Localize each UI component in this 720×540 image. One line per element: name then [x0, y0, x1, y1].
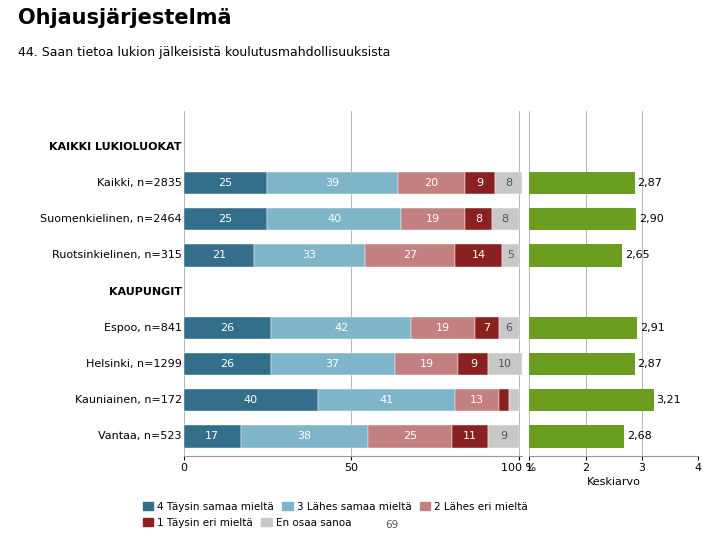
Text: KAIKKI LUKIOLUOKAT: KAIKKI LUKIOLUOKAT	[50, 142, 182, 152]
Text: 6: 6	[505, 323, 512, 333]
Text: 11: 11	[463, 431, 477, 441]
Bar	[267, 208, 401, 231]
Text: 8: 8	[475, 214, 482, 224]
Bar	[184, 208, 267, 231]
Text: Ohjausjärjestelmä: Ohjausjärjestelmä	[18, 8, 232, 28]
Text: 8: 8	[502, 214, 509, 224]
Text: 2,91: 2,91	[640, 323, 665, 333]
Bar	[459, 353, 488, 375]
Text: Vantaa, n=523: Vantaa, n=523	[99, 431, 182, 441]
Text: 8: 8	[505, 178, 512, 188]
Bar	[455, 389, 498, 411]
Bar	[498, 316, 518, 339]
Bar	[488, 425, 518, 448]
Bar	[529, 425, 624, 448]
Bar	[364, 244, 455, 267]
Bar	[271, 316, 411, 339]
Bar	[495, 172, 522, 194]
Text: 42: 42	[334, 323, 348, 333]
Bar	[411, 316, 475, 339]
Text: 20: 20	[425, 178, 438, 188]
Bar	[271, 353, 395, 375]
Bar	[508, 389, 518, 411]
Bar	[240, 425, 368, 448]
Text: 37: 37	[325, 359, 340, 369]
Text: 26: 26	[220, 323, 234, 333]
Bar	[492, 208, 518, 231]
Bar	[529, 244, 622, 267]
Bar	[184, 389, 318, 411]
Text: 40: 40	[243, 395, 258, 405]
Bar	[455, 244, 502, 267]
Text: 13: 13	[469, 395, 484, 405]
Bar	[318, 389, 455, 411]
Text: 14: 14	[472, 251, 485, 260]
Text: 44. Saan tietoa lukion jälkeisistä koulutusmahdollisuuksista: 44. Saan tietoa lukion jälkeisistä koulu…	[18, 46, 390, 59]
Text: 27: 27	[402, 251, 417, 260]
Bar	[451, 425, 488, 448]
Text: Espoo, n=841: Espoo, n=841	[104, 323, 182, 333]
Text: 7: 7	[483, 323, 490, 333]
X-axis label: Keskiarvo: Keskiarvo	[587, 477, 641, 488]
Text: 2,87: 2,87	[637, 359, 662, 369]
Text: 21: 21	[212, 251, 226, 260]
Bar	[184, 172, 267, 194]
Text: Kauniainen, n=172: Kauniainen, n=172	[75, 395, 182, 405]
Bar	[254, 244, 364, 267]
Bar	[465, 208, 492, 231]
Text: 2,90: 2,90	[639, 214, 664, 224]
Bar	[395, 353, 459, 375]
Text: 5: 5	[507, 251, 514, 260]
Bar	[267, 172, 398, 194]
Bar	[529, 316, 637, 339]
Text: 3,21: 3,21	[657, 395, 681, 405]
Text: 39: 39	[325, 178, 340, 188]
Bar	[398, 172, 465, 194]
Text: 19: 19	[426, 214, 440, 224]
Bar	[529, 389, 654, 411]
Text: Ruotsinkielinen, n=315: Ruotsinkielinen, n=315	[52, 251, 182, 260]
Text: 9: 9	[470, 359, 477, 369]
Bar	[498, 389, 508, 411]
Text: 10: 10	[498, 359, 512, 369]
Bar	[401, 208, 465, 231]
Text: Suomenkielinen, n=2464: Suomenkielinen, n=2464	[40, 214, 182, 224]
Bar	[368, 425, 451, 448]
Bar	[529, 353, 634, 375]
Text: 40: 40	[328, 214, 341, 224]
Text: 38: 38	[297, 431, 311, 441]
Text: 69: 69	[385, 520, 398, 530]
Bar	[475, 316, 498, 339]
Text: 25: 25	[402, 431, 417, 441]
Bar	[465, 172, 495, 194]
Text: 9: 9	[500, 431, 507, 441]
Text: 9: 9	[477, 178, 484, 188]
Bar	[184, 316, 271, 339]
Text: 2,87: 2,87	[637, 178, 662, 188]
Bar	[184, 244, 254, 267]
Bar	[184, 425, 240, 448]
Legend: 4 Täysin samaa mieltä, 3 Lähes samaa mieltä, 2 Lähes eri mieltä: 4 Täysin samaa mieltä, 3 Lähes samaa mie…	[138, 497, 532, 516]
Bar	[502, 244, 518, 267]
Text: 33: 33	[302, 251, 316, 260]
Text: 17: 17	[205, 431, 219, 441]
Text: 2,65: 2,65	[625, 251, 649, 260]
Text: Helsinki, n=1299: Helsinki, n=1299	[86, 359, 182, 369]
Bar	[184, 353, 271, 375]
Text: 19: 19	[436, 323, 450, 333]
Text: 25: 25	[218, 214, 233, 224]
Bar	[488, 353, 522, 375]
Text: KAUPUNGIT: KAUPUNGIT	[109, 287, 182, 296]
Text: 26: 26	[220, 359, 234, 369]
Text: 2,68: 2,68	[627, 431, 652, 441]
Bar	[529, 208, 636, 231]
Text: 25: 25	[218, 178, 233, 188]
Text: 19: 19	[420, 359, 433, 369]
Bar	[529, 172, 634, 194]
Legend: 1 Täysin eri mieltä, En osaa sanoa: 1 Täysin eri mieltä, En osaa sanoa	[138, 514, 356, 532]
Text: Kaikki, n=2835: Kaikki, n=2835	[97, 178, 182, 188]
Text: 41: 41	[379, 395, 393, 405]
